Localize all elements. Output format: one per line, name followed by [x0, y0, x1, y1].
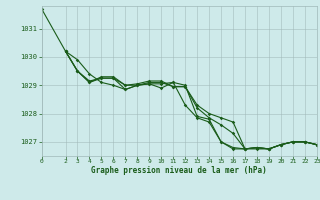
X-axis label: Graphe pression niveau de la mer (hPa): Graphe pression niveau de la mer (hPa) [91, 166, 267, 175]
